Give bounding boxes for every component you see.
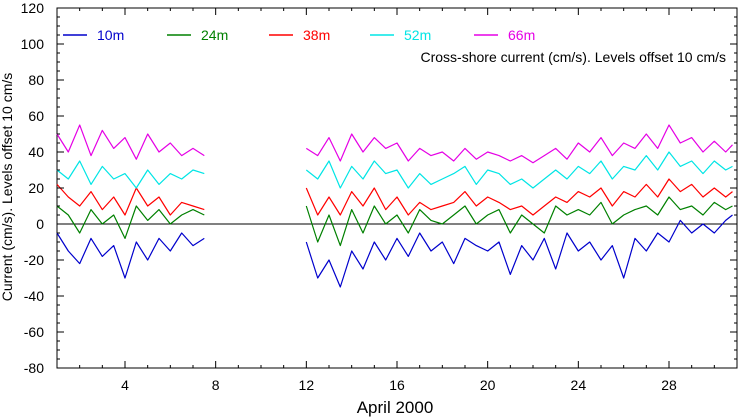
series-layer <box>56 124 733 288</box>
x-tick-label: 16 <box>389 377 405 393</box>
y-tick-label: -80 <box>24 360 44 376</box>
x-axis-title: April 2000 <box>357 398 434 417</box>
series-line-10m-early <box>56 232 205 279</box>
legend-label-24m: 24m <box>201 27 228 43</box>
legend-label-38m: 38m <box>303 27 330 43</box>
y-tick-label: 40 <box>28 144 44 160</box>
x-tick-label: 20 <box>480 377 496 393</box>
series-line-24m-early <box>56 205 205 239</box>
y-tick-label: 60 <box>28 108 44 124</box>
x-tick-label: 8 <box>212 377 220 393</box>
axes-layer: -80 -60 -40 -20 0 20 40 60 80 100 120 4 8 12 16 20 24 28 <box>21 0 738 393</box>
legend-label-52m: 52m <box>404 27 431 43</box>
x-tick-label: 12 <box>299 377 315 393</box>
y-tick-label: -40 <box>24 288 44 304</box>
series-line-10m-late <box>305 214 733 288</box>
series-line-52m-early <box>56 160 205 189</box>
legend-label-10m: 10m <box>97 27 124 43</box>
x-tick-label: 4 <box>121 377 129 393</box>
legend: 10m 24m 38m 52m 66m <box>63 27 535 43</box>
series-line-52m-late <box>305 151 733 189</box>
y-tick-label: 0 <box>36 216 44 232</box>
series-line-38m-early <box>56 183 205 216</box>
legend-label-66m: 66m <box>508 27 535 43</box>
y-tick-label: 80 <box>28 72 44 88</box>
y-tick-label: 100 <box>21 36 45 52</box>
series-line-38m-late <box>305 178 733 216</box>
x-tick-label: 28 <box>661 377 677 393</box>
chart-annotation: Cross-shore current (cm/s). Levels offse… <box>421 49 727 65</box>
y-tick-label: 20 <box>28 180 44 196</box>
y-tick-label: 120 <box>21 0 45 16</box>
series-line-66m-early <box>56 124 205 160</box>
x-tick-label: 24 <box>571 377 587 393</box>
series-line-66m-late <box>305 124 733 164</box>
y-axis-title: Current (cm/s). Levels offset 10 cm/s <box>0 73 15 301</box>
y-tick-label: -20 <box>24 252 44 268</box>
y-tick-label: -60 <box>24 324 44 340</box>
series-line-24m-late <box>305 196 733 247</box>
